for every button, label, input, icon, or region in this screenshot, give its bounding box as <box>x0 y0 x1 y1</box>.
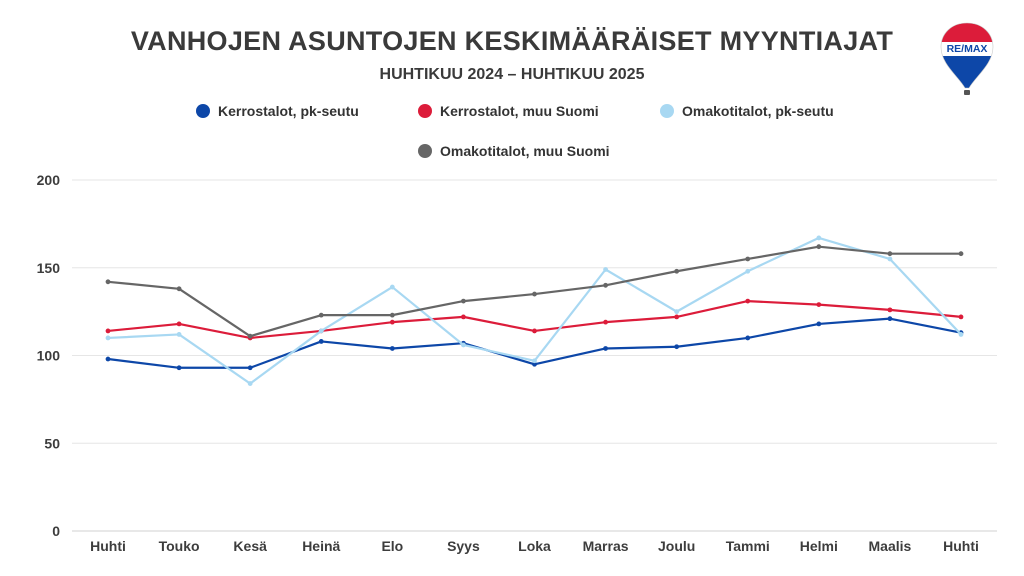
remax-logo-text: RE/MAX <box>947 43 988 55</box>
x-tick-label: Huhti <box>90 538 126 554</box>
legend-item-kerrostalot-pk: Kerrostalot, pk-seutu <box>196 103 359 119</box>
data-point <box>674 268 680 274</box>
legend-item-omakotitalot-muu: Omakotitalot, muu Suomi <box>418 143 610 159</box>
y-tick-label: 100 <box>37 348 61 364</box>
data-point <box>247 365 253 371</box>
y-tick-label: 150 <box>37 260 61 276</box>
data-point <box>745 335 751 341</box>
legend-label: Omakotitalot, pk-seutu <box>682 103 834 119</box>
data-point <box>603 267 608 272</box>
legend-marker <box>418 144 432 158</box>
data-point <box>745 256 751 262</box>
data-point <box>461 342 466 348</box>
y-tick-label: 200 <box>37 172 61 188</box>
legend-marker <box>660 104 674 118</box>
data-point <box>674 309 680 315</box>
data-point <box>176 286 182 292</box>
data-point <box>389 284 395 290</box>
data-point <box>318 312 324 318</box>
data-point <box>318 328 324 334</box>
data-point <box>816 321 822 327</box>
x-tick-label: Syys <box>447 538 480 554</box>
data-point <box>958 314 964 320</box>
data-point <box>816 244 822 250</box>
data-point <box>532 361 537 367</box>
data-point <box>532 328 537 334</box>
data-point <box>105 335 111 341</box>
data-point <box>958 332 964 337</box>
data-point <box>247 381 253 386</box>
data-point <box>389 319 395 325</box>
data-point <box>461 298 466 304</box>
x-tick-label: Kesä <box>233 538 267 554</box>
x-tick-label: Elo <box>381 538 403 554</box>
x-tick-label: Heinä <box>302 538 340 554</box>
data-point <box>603 282 608 288</box>
data-point <box>461 314 466 320</box>
data-point <box>816 235 822 241</box>
legend-label: Omakotitalot, muu Suomi <box>440 143 610 159</box>
data-point <box>603 346 608 351</box>
data-point <box>532 291 537 297</box>
data-point <box>389 312 395 318</box>
data-point <box>105 328 111 334</box>
x-tick-label: Loka <box>518 538 551 554</box>
legend-item-kerrostalot-muu: Kerrostalot, muu Suomi <box>418 103 599 119</box>
data-point <box>176 321 182 327</box>
x-tick-label: Joulu <box>658 538 695 554</box>
chart-title: VANHOJEN ASUNTOJEN KESKIMÄÄRÄISET MYYNTI… <box>130 26 894 56</box>
data-point <box>674 344 680 350</box>
y-tick-label: 0 <box>52 523 60 539</box>
legend-marker <box>418 104 432 118</box>
data-point <box>887 256 893 262</box>
legend-label: Kerrostalot, pk-seutu <box>218 103 359 119</box>
data-point <box>816 302 822 308</box>
remax-balloon-logo: RE/MAX <box>940 22 994 95</box>
x-tick-label: Marras <box>583 538 629 554</box>
x-tick-label: Huhti <box>943 538 979 554</box>
x-tick-label: Maalis <box>869 538 912 554</box>
legend-label: Kerrostalot, muu Suomi <box>440 103 599 119</box>
chart-subtitle: HUHTIKUU 2024 – HUHTIKUU 2025 <box>379 66 645 83</box>
data-point <box>887 316 893 322</box>
legend-item-omakotitalot-pk: Omakotitalot, pk-seutu <box>660 103 834 119</box>
data-point <box>887 251 893 257</box>
data-point <box>745 298 751 304</box>
data-point <box>887 307 893 313</box>
data-point <box>105 356 111 362</box>
y-tick-label: 50 <box>44 435 60 451</box>
legend-marker <box>196 104 210 118</box>
x-tick-label: Tammi <box>726 538 770 554</box>
data-point <box>389 346 395 351</box>
data-point <box>958 251 964 257</box>
data-point <box>105 279 111 285</box>
data-point <box>318 339 324 344</box>
x-tick-label: Touko <box>159 538 200 554</box>
data-point <box>674 314 680 320</box>
data-point <box>176 365 182 371</box>
data-point <box>176 332 182 337</box>
data-point <box>532 358 537 364</box>
data-point <box>247 333 253 339</box>
x-tick-label: Helmi <box>800 538 838 554</box>
data-point <box>603 319 608 325</box>
data-point <box>745 268 751 274</box>
